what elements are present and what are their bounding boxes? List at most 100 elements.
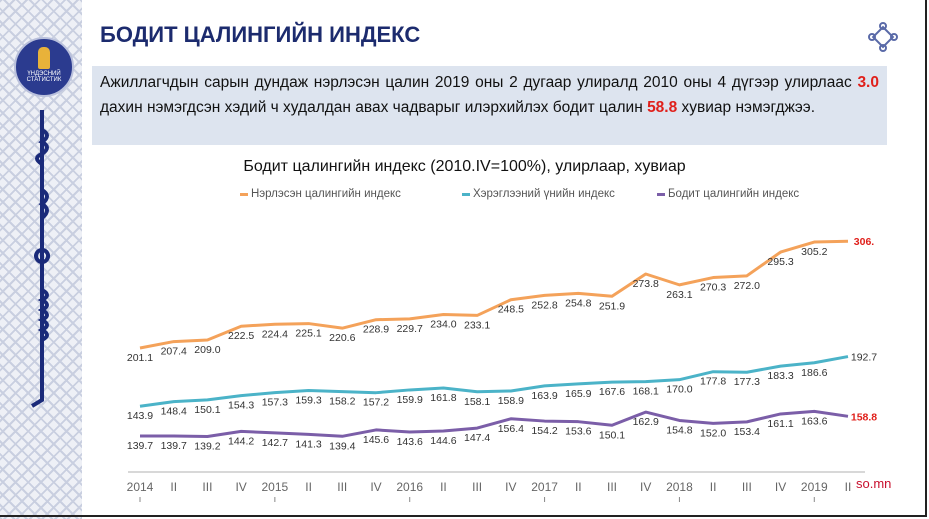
data-label: 177.8 <box>700 376 726 388</box>
data-label: 163.9 <box>531 390 557 402</box>
data-label: 139.7 <box>127 440 153 452</box>
data-label: 161.1 <box>767 418 793 430</box>
data-label: 248.5 <box>498 304 524 316</box>
x-tick-label: 2018 <box>666 480 693 494</box>
data-label: 263.1 <box>666 289 692 301</box>
data-label: 150.1 <box>194 404 220 416</box>
x-tick-label: 2014 <box>127 480 154 494</box>
data-label: 154.8 <box>666 424 692 436</box>
data-label: 158.1 <box>464 396 490 408</box>
data-label: 295.3 <box>767 256 793 268</box>
legend-label: Хэрэглээний үнийн индекс <box>473 188 615 200</box>
data-label: 162.9 <box>633 416 659 428</box>
data-label: 168.1 <box>633 386 659 398</box>
data-label: 154.3 <box>228 400 254 412</box>
x-tick-label: II <box>440 480 447 494</box>
data-label: 150.1 <box>599 429 625 441</box>
data-label: 183.3 <box>767 370 793 382</box>
data-label: 158.9 <box>498 395 524 407</box>
summary-part: Ажиллагчдын сарын дундаж нэрлэсэн цалин … <box>100 74 858 91</box>
data-label: 139.4 <box>329 440 355 452</box>
x-tick-label: III <box>742 480 752 494</box>
data-label: 270.3 <box>700 282 726 294</box>
x-tick-label: II <box>575 480 582 494</box>
data-label: 144.6 <box>430 435 456 447</box>
data-label: 163.6 <box>801 415 827 427</box>
x-tick-label: 2017 <box>531 480 558 494</box>
x-tick-label: IV <box>235 480 246 494</box>
logo-text: ҮНДЭСНИЙ СТАТИСТИК <box>26 71 62 83</box>
x-tick-label: II <box>710 480 717 494</box>
data-label: 254.8 <box>565 297 591 309</box>
data-label: 220.6 <box>329 332 355 344</box>
data-label: 143.6 <box>397 436 423 448</box>
summary-part: хувиар нэмэгджээ. <box>677 99 816 116</box>
data-label: 252.8 <box>531 299 557 311</box>
highlight-growth-times: 3.0 <box>857 74 879 91</box>
data-label: 147.4 <box>464 432 490 444</box>
data-label: 158.2 <box>329 396 355 408</box>
x-tick-label: IV <box>370 480 381 494</box>
data-label: 153.4 <box>734 426 760 438</box>
data-label: 158.8 <box>851 411 877 423</box>
x-tick-label: II <box>170 480 177 494</box>
data-label: 306. <box>854 236 875 248</box>
data-label: 201.1 <box>127 352 153 364</box>
data-label: 161.8 <box>430 392 456 404</box>
x-tick-label: III <box>472 480 482 494</box>
data-label: 251.9 <box>599 300 625 312</box>
data-label: 159.3 <box>295 395 321 407</box>
summary-part: дахин нэмэгдсэн хэдий ч худалдан авах ча… <box>100 99 648 116</box>
data-label: 152.0 <box>700 427 726 439</box>
x-tick-label: III <box>202 480 212 494</box>
data-label: 207.4 <box>161 346 187 358</box>
data-label: 273.8 <box>633 278 659 290</box>
data-label: 305.2 <box>801 246 827 258</box>
nso-logo: ҮНДЭСНИЙ СТАТИСТИК <box>14 37 74 97</box>
data-label: 234.0 <box>430 319 456 331</box>
data-label: 159.9 <box>397 394 423 406</box>
endless-knot-icon <box>868 22 898 52</box>
data-label: 170.0 <box>666 384 692 396</box>
data-label: 192.7 <box>851 352 877 364</box>
legend-item-cpi: Хэрэглээний үнийн индекс <box>462 188 615 200</box>
legend-swatch <box>657 192 665 196</box>
data-label: 148.4 <box>161 406 187 418</box>
data-label: 144.2 <box>228 435 254 447</box>
x-tick-label: III <box>607 480 617 494</box>
data-label: 141.3 <box>295 438 321 450</box>
mongolian-script-decoration <box>30 110 51 408</box>
x-tick-label: 2019 <box>801 480 828 494</box>
x-tick-label: II <box>305 480 312 494</box>
x-tick-label: II <box>845 480 852 494</box>
data-label: 145.6 <box>363 434 389 446</box>
legend-item-real: Бодит цалингийн индекс <box>657 188 799 200</box>
data-label: 177.3 <box>734 376 760 388</box>
chart-title: Бодит цалингийн индекс (2010.IV=100%), у… <box>243 158 686 175</box>
x-tick-label: III <box>337 480 347 494</box>
data-label: 167.6 <box>599 386 625 398</box>
data-label: 154.2 <box>531 425 557 437</box>
data-label: 153.6 <box>565 426 591 438</box>
data-label: 186.6 <box>801 367 827 379</box>
website-text: so.mn <box>856 476 892 491</box>
data-label: 229.7 <box>397 323 423 335</box>
data-label: 139.2 <box>194 441 220 453</box>
data-label: 272.0 <box>734 280 760 292</box>
data-label: 142.7 <box>262 437 288 449</box>
data-label: 139.7 <box>161 440 187 452</box>
x-tick-label: 2015 <box>262 480 289 494</box>
legend-label: Нэрлэсэн цалингийн индекс <box>251 188 401 200</box>
x-tick-label: IV <box>640 480 651 494</box>
data-label: 165.9 <box>565 388 591 400</box>
data-label: 157.3 <box>262 397 288 409</box>
series-line-0 <box>139 239 849 350</box>
legend-item-nominal: Нэрлэсэн цалингийн индекс <box>240 188 401 200</box>
data-label: 209.0 <box>194 344 220 356</box>
page-title: БОДИТ ЦАЛИНГИЙН ИНДЕКС <box>100 22 421 47</box>
x-tick-label: IV <box>775 480 786 494</box>
x-tick-label: 2016 <box>396 480 423 494</box>
soyombo-emblem-icon <box>38 47 50 69</box>
decorative-sidebar: ҮНДЭСНИЙ СТАТИСТИК <box>0 0 82 519</box>
